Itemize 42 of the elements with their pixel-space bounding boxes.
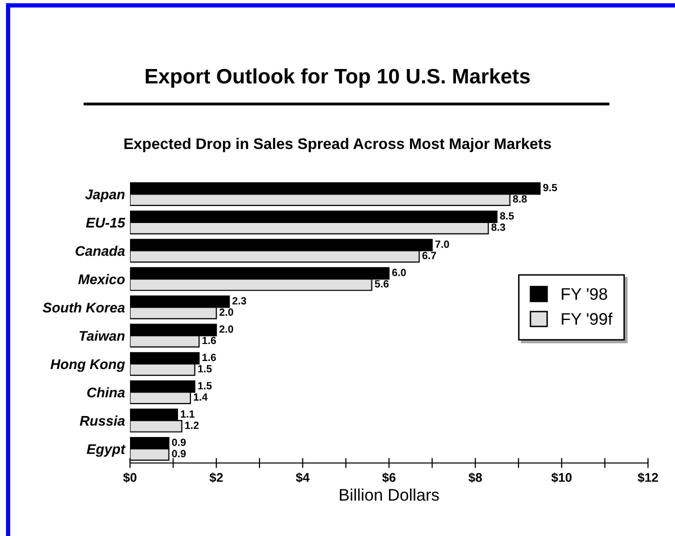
data-label: 5.6 xyxy=(374,280,389,288)
y-tick-label: Mexico xyxy=(78,274,125,284)
data-label: 9.5 xyxy=(543,184,558,192)
data-label: 1.4 xyxy=(194,393,208,401)
y-tick-label: EU-15 xyxy=(86,218,126,228)
data-label: 1.1 xyxy=(180,410,194,418)
data-label: 2.3 xyxy=(232,297,246,304)
data-label: 1.6 xyxy=(202,336,216,344)
y-tick-label: Egypt xyxy=(86,444,126,457)
data-label: 1.2 xyxy=(185,422,199,429)
data-label: 2.0 xyxy=(219,325,234,333)
chart-title: Export Outlook for Top 10 U.S. Markets xyxy=(146,68,530,88)
legend-label: FY '98 xyxy=(562,288,608,300)
x-tick-label: $2 xyxy=(210,472,223,483)
y-tick-label: Russia xyxy=(80,416,125,426)
data-label: 2.0 xyxy=(219,308,234,316)
data-label: 1.5 xyxy=(198,365,212,372)
data-label: 1.5 xyxy=(198,382,212,390)
data-label: 7.0 xyxy=(435,240,449,248)
y-tick-label: China xyxy=(87,387,125,398)
data-label: 6.0 xyxy=(392,268,406,276)
data-label: 8.3 xyxy=(491,224,506,231)
data-label: 6.7 xyxy=(422,252,436,260)
data-label: 0.9 xyxy=(172,438,186,446)
y-tick-label: South Korea xyxy=(42,302,125,313)
y-tick-label: Taiwan xyxy=(80,330,125,341)
legend-label: FY '99f xyxy=(562,312,612,325)
chart-subtitle: Expected Drop in Sales Spread Across Most Major Markets xyxy=(124,138,551,152)
x-tick-label: $0 xyxy=(123,472,136,483)
x-axis-title: Billion Dollars xyxy=(340,488,439,501)
data-label: 8.8 xyxy=(512,195,527,203)
x-tick-label: $8 xyxy=(468,472,482,483)
x-tick-label: $12 xyxy=(638,472,658,483)
data-label: 8.5 xyxy=(500,212,514,220)
x-tick-label: $4 xyxy=(296,472,310,483)
y-tick-label: Japan xyxy=(85,190,125,202)
y-tick-label: Hong Kong xyxy=(50,359,125,372)
data-label: 1.6 xyxy=(202,354,216,362)
y-tick-label: Canada xyxy=(76,246,125,256)
x-tick-label: $10 xyxy=(551,472,572,483)
x-tick-label: $6 xyxy=(382,472,396,483)
data-label: 0.9 xyxy=(172,450,186,458)
